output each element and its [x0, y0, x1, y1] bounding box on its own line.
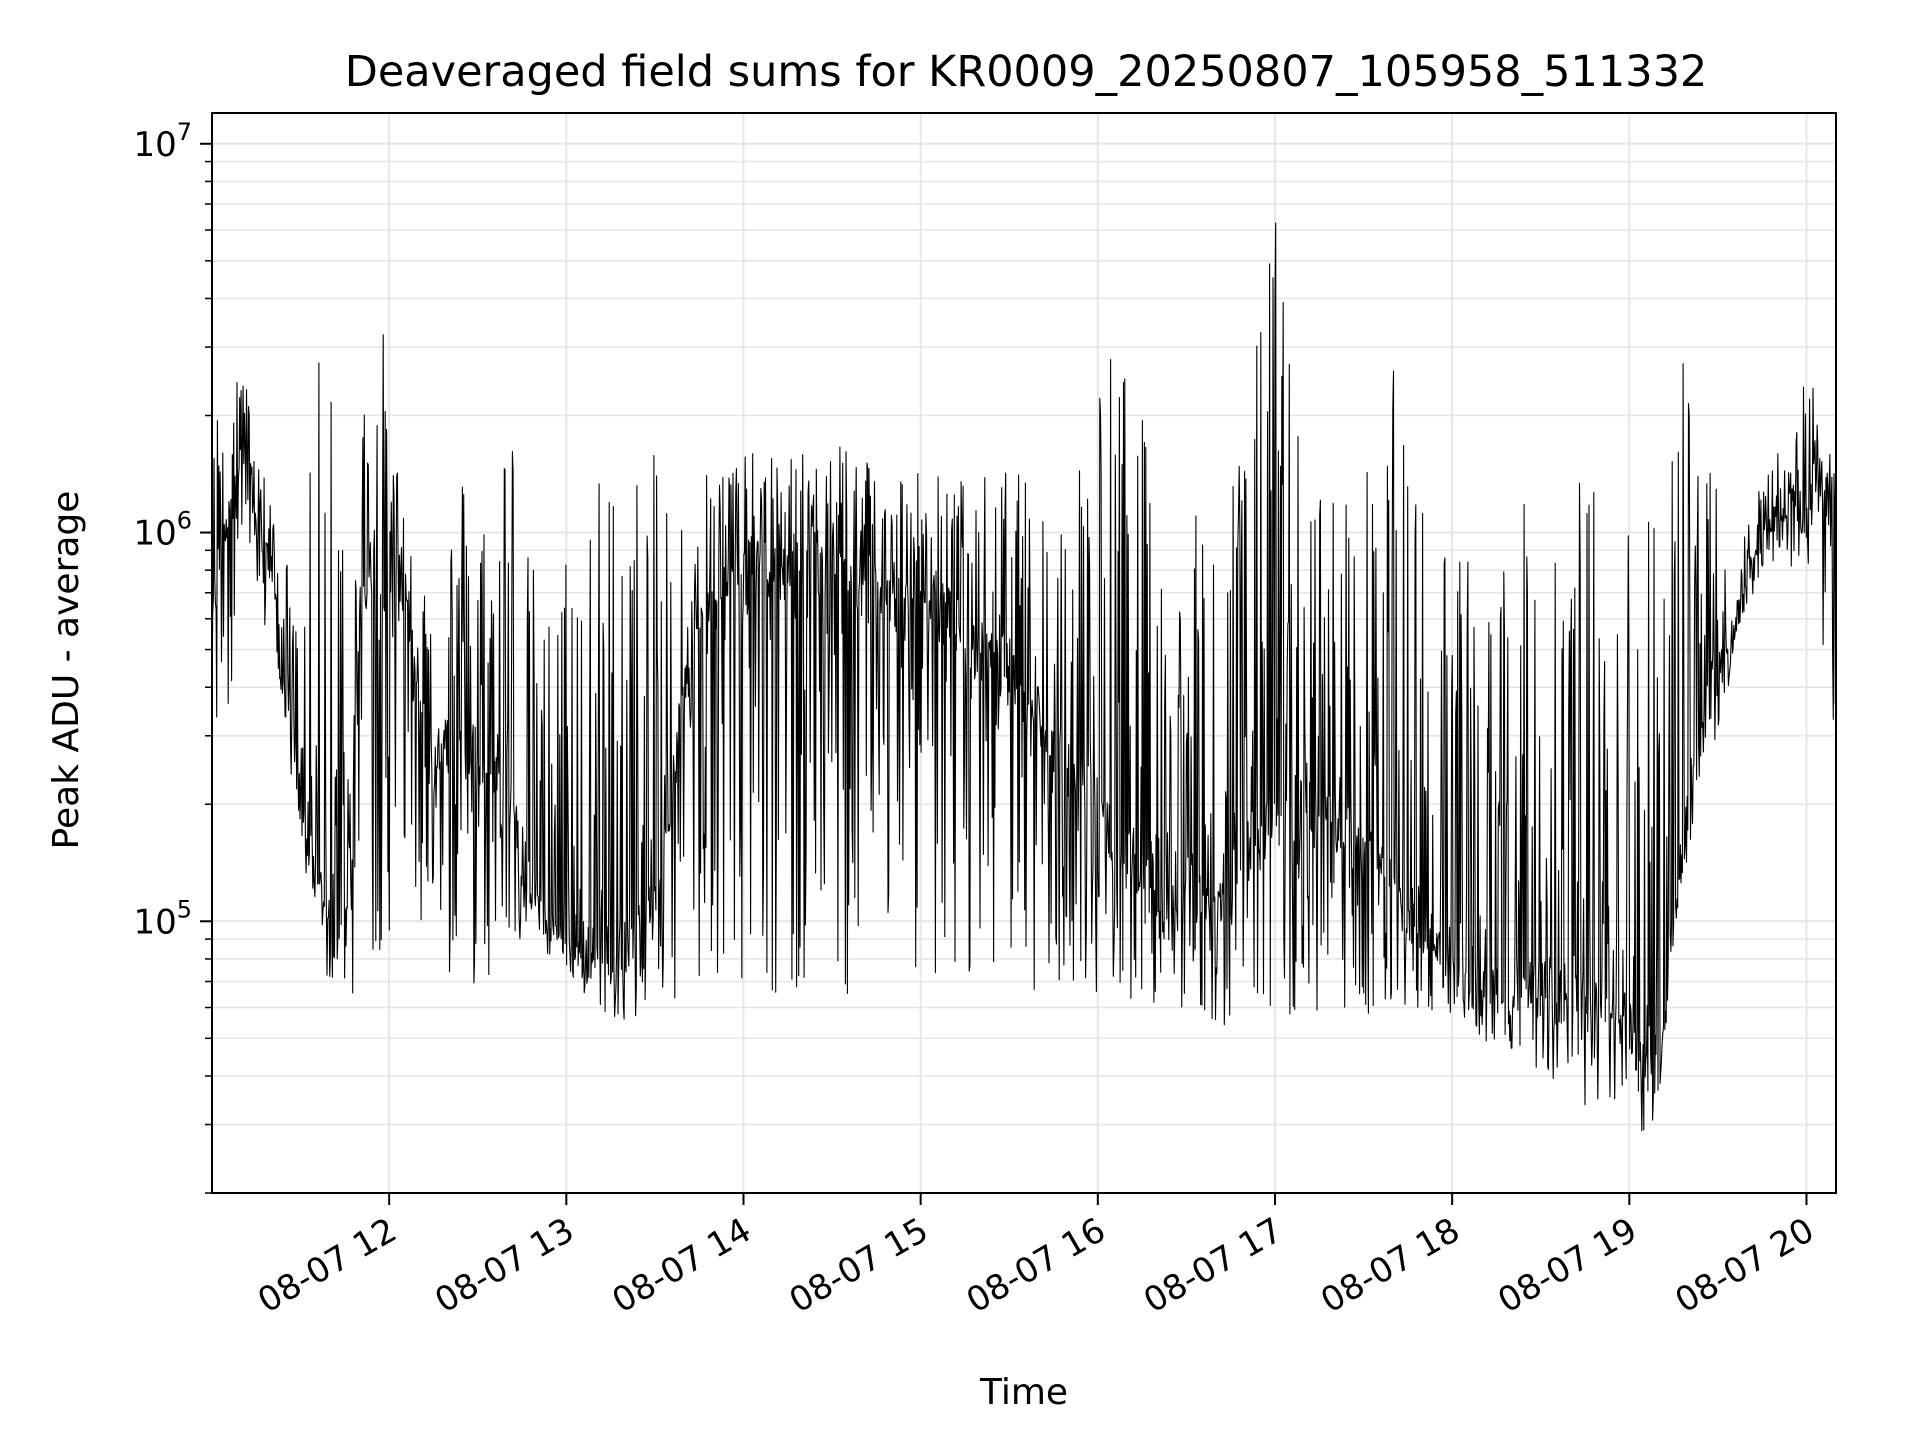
- x-axis-label: Time: [979, 1372, 1068, 1413]
- series-line: [211, 222, 1837, 1132]
- data-series: [211, 222, 1837, 1132]
- chart-title: Deaveraged field sums for KR0009_2025080…: [345, 47, 1708, 97]
- y-tick-label: 105: [133, 895, 192, 942]
- y-axis-ticks: 105 106 107: [133, 118, 212, 1194]
- plot-frame: [211, 112, 1837, 1194]
- y-tick-label: 106: [133, 507, 192, 554]
- y-axis-label: Peak ADU - average: [46, 491, 87, 850]
- y-tick-label: 107: [133, 118, 192, 165]
